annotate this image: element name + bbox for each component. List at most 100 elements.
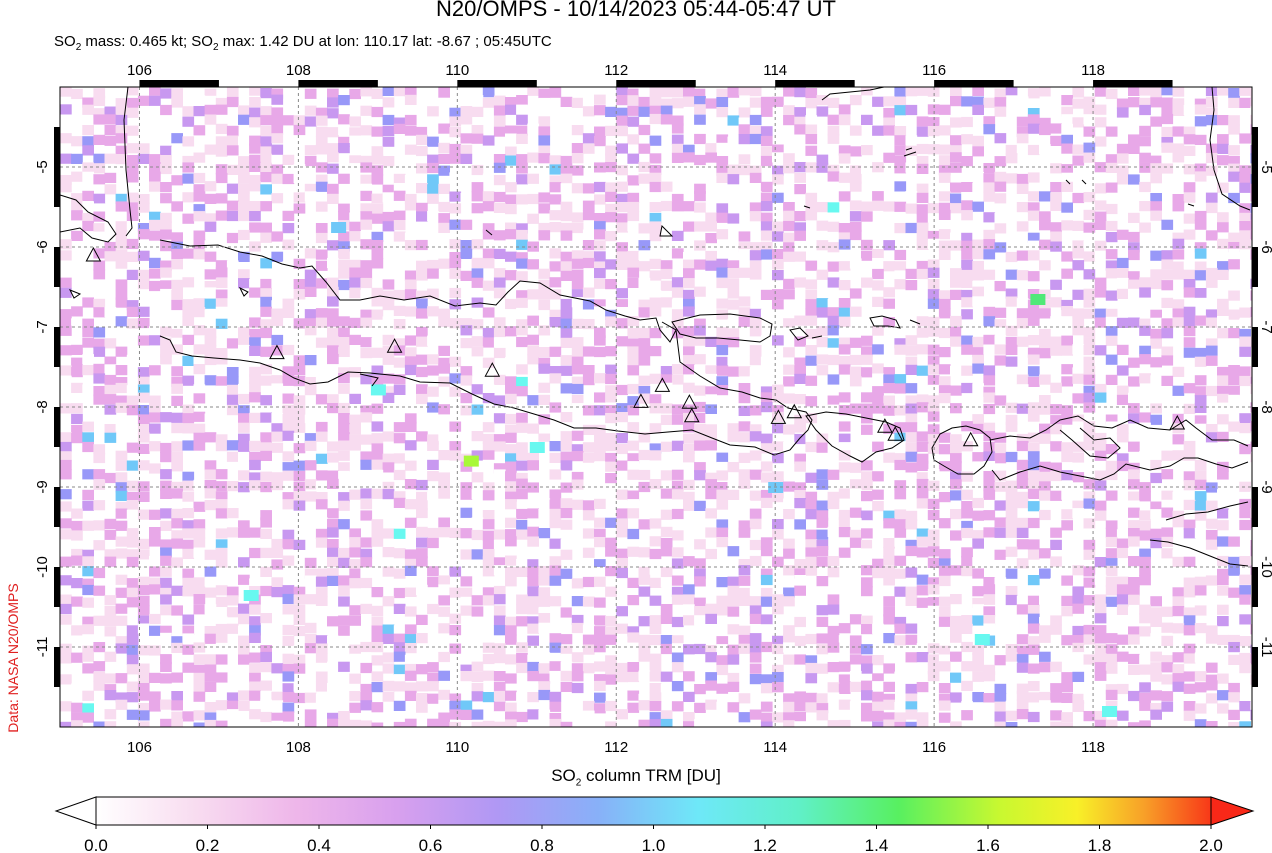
so2-pixel [260, 651, 272, 663]
so2-pixel [1083, 402, 1096, 413]
so2-pixel [738, 393, 751, 404]
so2-pixel [916, 574, 929, 585]
so2-pixel [1105, 354, 1118, 365]
so2-pixel [705, 386, 717, 397]
so2-pixel [371, 296, 384, 307]
so2-pixel [1083, 126, 1096, 137]
so2-pixel [794, 575, 806, 586]
so2-pixel [1005, 144, 1018, 156]
so2-pixel [1172, 232, 1185, 243]
so2-pixel [994, 443, 1007, 454]
so2-pixel [927, 411, 940, 422]
so2-pixel [827, 625, 840, 637]
so2-pixel [249, 616, 261, 627]
so2-pixel [527, 586, 539, 597]
so2-pixel [760, 596, 773, 607]
so2-pixel [671, 594, 684, 605]
so2-pixel [93, 153, 106, 164]
so2-pixel [694, 433, 706, 444]
so2-pixel [616, 672, 628, 683]
so2-pixel [1161, 507, 1174, 518]
so2-pixel [1150, 250, 1162, 261]
so2-pixel [315, 470, 328, 481]
so2-pixel [1228, 709, 1240, 720]
so2-pixel [160, 625, 172, 636]
so2-pixel [371, 248, 384, 260]
so2-pixel [293, 460, 306, 471]
so2-pixel [315, 453, 328, 464]
so2-pixel [71, 555, 83, 566]
so2-pixel [950, 434, 962, 445]
so2-pixel [705, 433, 717, 444]
so2-pixel [1128, 143, 1140, 154]
so2-pixel [705, 645, 717, 656]
so2-pixel [171, 585, 183, 596]
so2-pixel [894, 135, 907, 146]
so2-pixel [738, 165, 751, 176]
so2-pixel [838, 270, 851, 281]
so2-pixel [961, 210, 973, 221]
so2-pixel [927, 643, 940, 654]
so2-pixel [727, 260, 740, 271]
so2-pixel [193, 298, 206, 309]
so2-pixel [226, 586, 239, 597]
so2-pixel [182, 711, 195, 722]
so2-pixel [560, 155, 573, 167]
so2-pixel [894, 87, 907, 97]
so2-pixel [894, 249, 907, 261]
so2-pixel [527, 193, 539, 205]
so2-pixel [482, 670, 495, 681]
so2-pixel [1050, 490, 1062, 501]
so2-pixel [772, 643, 784, 655]
so2-pixel [315, 337, 328, 348]
so2-pixel [1250, 230, 1252, 241]
so2-pixel [271, 345, 284, 356]
so2-pixel [260, 645, 272, 656]
so2-pixel [616, 443, 628, 455]
so2-pixel [393, 674, 406, 685]
so2-pixel [1105, 220, 1118, 232]
so2-pixel [694, 325, 706, 336]
so2-pixel [271, 300, 284, 311]
so2-pixel [638, 375, 651, 386]
so2-pixel [438, 201, 450, 213]
so2-pixel [938, 596, 951, 607]
so2-pixel [493, 625, 506, 636]
so2-pixel [416, 260, 428, 271]
so2-pixel [349, 440, 361, 451]
so2-pixel [627, 469, 640, 480]
so2-pixel [705, 472, 717, 483]
so2-pixel [849, 488, 862, 499]
so2-pixel [760, 392, 773, 403]
right-edge-bar [1252, 647, 1258, 687]
so2-pixel [249, 117, 261, 128]
so2-pixel [1172, 212, 1185, 223]
so2-pixel [1128, 577, 1140, 588]
so2-pixel [182, 277, 195, 288]
so2-pixel [727, 213, 740, 224]
so2-pixel [749, 326, 762, 337]
so2-pixel [560, 222, 573, 233]
so2-pixel [404, 690, 417, 701]
so2-pixel [238, 700, 250, 711]
so2-pixel [238, 114, 250, 125]
so2-pixel [438, 316, 450, 327]
so2-pixel [1139, 482, 1151, 493]
so2-pixel [805, 491, 818, 502]
volcano-marker [269, 344, 285, 360]
so2-pixel [1027, 232, 1040, 243]
so2-pixel [727, 576, 740, 587]
so2-pixel [171, 711, 183, 722]
so2-pixel [749, 539, 762, 551]
so2-pixel [794, 251, 806, 262]
so2-pixel [938, 308, 951, 319]
so2-pixel [193, 432, 206, 443]
so2-pixel [404, 587, 417, 598]
so2-pixel [772, 604, 784, 615]
so2-pixel [883, 699, 895, 710]
so2-pixel [772, 96, 784, 107]
so2-pixel [338, 241, 350, 252]
so2-pixel [360, 289, 373, 300]
so2-pixel [683, 201, 695, 212]
so2-pixel [449, 252, 462, 263]
